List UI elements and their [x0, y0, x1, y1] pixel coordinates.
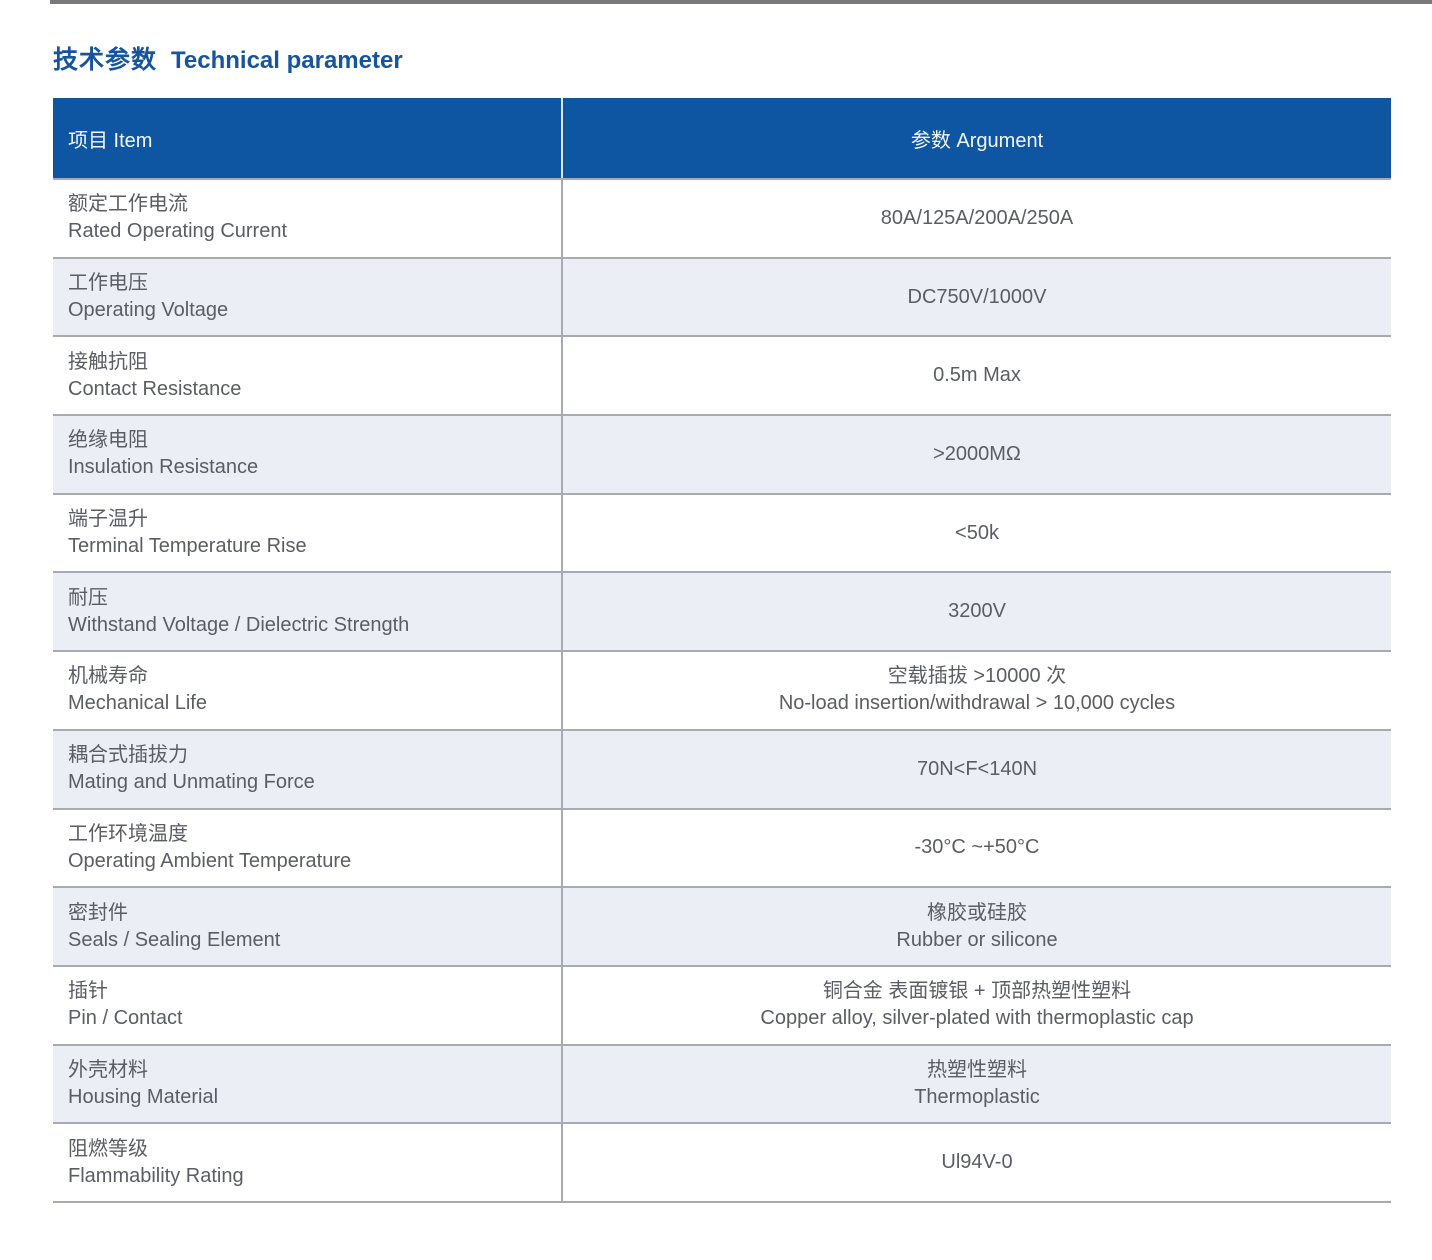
item-label-en: Contact Resistance — [68, 377, 242, 400]
argument-cell: Ul94V-0 — [563, 1124, 1391, 1201]
argument-cell: DC750V/1000V — [563, 259, 1391, 336]
item-label-en: Flammability Rating — [68, 1164, 244, 1187]
table-row: 工作电压 Operating Voltage DC750V/1000V — [53, 256, 1391, 336]
argument-value-line: 空载插拔 >10000 次 — [887, 665, 1067, 688]
item-label-zh: 耦合式插拔力 — [68, 744, 188, 767]
argument-value-line: <50k — [955, 521, 999, 544]
item-label-en: Withstand Voltage / Dielectric Strength — [68, 613, 410, 636]
argument-cell: 3200V — [563, 573, 1391, 650]
argument-value-line: 3200V — [948, 600, 1006, 623]
item-label-zh: 机械寿命 — [68, 665, 148, 688]
argument-cell: 橡胶或硅胶 Rubber or silicone — [563, 888, 1391, 965]
item-label-en: Insulation Resistance — [68, 456, 259, 479]
item-label-en: Housing Material — [68, 1085, 219, 1108]
item-label-en: Pin / Contact — [68, 1007, 183, 1030]
technical-parameter-table: 项目 Item 参数 Argument 额定工作电流 Rated Operatin… — [53, 98, 1391, 1203]
item-label-en: Rated Operating Current — [68, 220, 288, 243]
item-cell: 工作环境温度 Operating Ambient Temperature — [53, 809, 563, 887]
item-cell: 耐压 Withstand Voltage / Dielectric Strengt… — [53, 573, 563, 651]
argument-value-line: DC750V/1000V — [907, 285, 1047, 308]
argument-cell: 70N<F<140N — [563, 731, 1391, 808]
table-row: 阻燃等级 Flammability Rating Ul94V-0 — [53, 1122, 1391, 1201]
item-label-zh: 额定工作电流 — [68, 193, 188, 216]
item-label-zh: 接触抗阻 — [68, 350, 148, 373]
argument-value-line: 热塑性塑料 — [927, 1058, 1027, 1081]
item-label-en: Terminal Temperature Rise — [68, 535, 307, 558]
item-cell: 阻燃等级 Flammability Rating — [53, 1124, 563, 1201]
item-label-en: Mechanical Life — [68, 692, 207, 715]
table-row: 外壳材料 Housing Material 热塑性塑料 Thermoplastic — [53, 1043, 1391, 1123]
table-row: 耐压 Withstand Voltage / Dielectric Strengt… — [53, 571, 1391, 651]
page-title-zh: 技术参数 — [53, 46, 158, 74]
item-label-zh: 工作环境温度 — [68, 822, 188, 845]
table-row: 密封件 Seals / Sealing Element 橡胶或硅胶 Rubber or… — [53, 886, 1391, 965]
argument-value-line: -30°C ~+50°C — [914, 836, 1040, 859]
item-label-zh: 外壳材料 — [68, 1058, 148, 1081]
item-cell: 耦合式插拔力 Mating and Unmating Force — [53, 730, 563, 808]
argument-value-line: 70N<F<140N — [916, 757, 1038, 780]
table-header-row: 项目 Item 参数 Argument — [53, 98, 1391, 178]
page-title: 技术参数 Technical parameter — [53, 40, 403, 76]
argument-value-line: 80A/125A/200A/250A — [880, 206, 1074, 229]
argument-cell: <50k — [563, 495, 1391, 572]
argument-cell: 铜合金 表面镀银 + 顶部热塑性塑料 Copper alloy, silver-p… — [563, 967, 1391, 1044]
table-row: 机械寿命 Mechanical Life 空载插拔 >10000 次 No-load … — [53, 650, 1391, 729]
item-label-en: Seals / Sealing Element — [68, 928, 281, 951]
item-label-zh: 绝缘电阻 — [68, 429, 148, 452]
argument-cell: 空载插拔 >10000 次 No-load insertion/withdrawa… — [563, 652, 1391, 729]
argument-value-line: >2000MΩ — [933, 442, 1021, 465]
item-cell: 工作电压 Operating Voltage — [53, 258, 563, 336]
argument-value-line: Ul94V-0 — [941, 1151, 1013, 1174]
item-cell: 接触抗阻 Contact Resistance — [53, 337, 563, 415]
item-label-en: Operating Ambient Temperature — [68, 849, 352, 872]
argument-value-line: Thermoplastic — [914, 1085, 1040, 1108]
item-label-en: Mating and Unmating Force — [68, 771, 315, 794]
page-title-en: Technical parameter — [171, 47, 403, 74]
item-label-zh: 耐压 — [68, 586, 108, 609]
argument-cell: 热塑性塑料 Thermoplastic — [563, 1046, 1391, 1123]
argument-value-line: Copper alloy, silver-plated with thermop… — [760, 1007, 1194, 1030]
argument-value-line: No-load insertion/withdrawal > 10,000 cy… — [778, 692, 1176, 715]
header-argument-cell: 参数 Argument — [910, 129, 1044, 152]
argument-value-line: 铜合金 表面镀银 + 顶部热塑性塑料 — [822, 980, 1132, 1003]
argument-cell: -30°C ~+50°C — [563, 810, 1391, 887]
argument-value-line: 橡胶或硅胶 — [927, 901, 1027, 924]
item-label-en: Operating Voltage — [68, 299, 229, 322]
item-label-zh: 密封件 — [68, 901, 128, 924]
argument-cell: 0.5m Max — [563, 337, 1391, 414]
item-cell: 插针 Pin / Contact — [53, 966, 563, 1044]
argument-cell: >2000MΩ — [563, 416, 1391, 493]
table-row: 接触抗阻 Contact Resistance 0.5m Max — [53, 335, 1391, 415]
table-row: 绝缘电阻 Insulation Resistance >2000MΩ — [53, 414, 1391, 493]
table-row: 端子温升 Terminal Temperature Rise <50k — [53, 492, 1391, 572]
argument-value-line: 0.5m Max — [933, 364, 1021, 387]
header-item-cell: 项目 Item — [53, 98, 563, 178]
item-label-zh: 端子温升 — [68, 508, 148, 531]
argument-cell: 80A/125A/200A/250A — [563, 180, 1391, 257]
item-cell: 绝缘电阻 Insulation Resistance — [53, 416, 563, 493]
item-cell: 额定工作电流 Rated Operating Current — [53, 180, 563, 257]
table-row: 额定工作电流 Rated Operating Current 80A/125A/20… — [53, 178, 1391, 257]
table-row: 工作环境温度 Operating Ambient Temperature -30°C… — [53, 807, 1391, 887]
item-cell: 端子温升 Terminal Temperature Rise — [53, 494, 563, 572]
item-cell: 密封件 Seals / Sealing Element — [53, 888, 563, 965]
top-divider-bar — [50, 0, 1432, 4]
item-label-zh: 工作电压 — [68, 272, 148, 295]
item-cell: 外壳材料 Housing Material — [53, 1045, 563, 1123]
argument-value-line: Rubber or silicone — [896, 928, 1058, 951]
table-row: 插针 Pin / Contact 铜合金 表面镀银 + 顶部热塑性塑料 Copper … — [53, 964, 1391, 1044]
table-row: 耦合式插拔力 Mating and Unmating Force 70N<F<140… — [53, 728, 1391, 808]
item-label-zh: 插针 — [68, 980, 108, 1003]
item-cell: 机械寿命 Mechanical Life — [53, 652, 563, 729]
item-label-zh: 阻燃等级 — [68, 1137, 148, 1160]
table-body: 额定工作电流 Rated Operating Current 80A/125A/20… — [53, 178, 1391, 1203]
